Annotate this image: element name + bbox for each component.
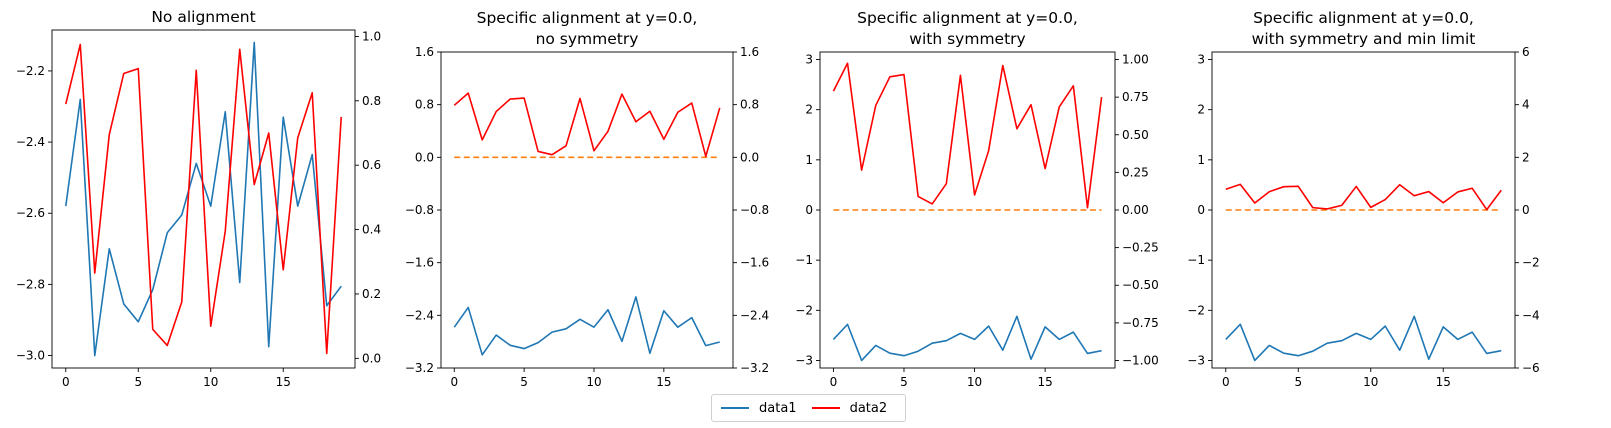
- x-tick-label: 5: [134, 375, 142, 389]
- right-y-tick-label: 0.50: [1122, 128, 1149, 142]
- right-y-tick-label: 1.00: [1122, 53, 1149, 67]
- x-tick-label: 0: [62, 375, 70, 389]
- left-y-tick-label: 1.6: [415, 45, 434, 59]
- legend-swatch-data1: [721, 407, 749, 409]
- left-y-tick-label: 0.0: [415, 150, 434, 164]
- x-tick-label: 5: [1294, 375, 1302, 389]
- right-y-tick-label: −0.75: [1122, 316, 1159, 330]
- legend: data1 data2: [711, 394, 906, 422]
- x-tick-label: 10: [203, 375, 218, 389]
- right-y-tick-label: 1.6: [740, 45, 759, 59]
- right-y-tick-label: 4: [1522, 98, 1530, 112]
- right-y-tick-label: −2.4: [740, 308, 769, 322]
- left-y-tick-label: −1.6: [405, 256, 434, 270]
- right-y-tick-label: 0: [1522, 203, 1530, 217]
- subplot-1: 0 5 10 15 −3.0 −2.8 −2.6 −2.4 −2.2 0.0 0.2 0.4 0.6 0.…: [16, 8, 381, 389]
- x-tick-label: 15: [1436, 375, 1451, 389]
- left-y-tick-label: 3: [805, 53, 813, 67]
- right-y-tick-label: 0.8: [740, 98, 759, 112]
- legend-entry-data1: data1: [721, 401, 797, 416]
- right-y-tick-label: −0.8: [740, 203, 769, 217]
- subplot-title-line: with symmetry and min limit: [1252, 30, 1476, 48]
- subplot-title-line: Specific alignment at y=0.0,: [477, 9, 698, 27]
- left-y-tick-label: −2: [1187, 303, 1205, 317]
- x-tick-label: 15: [276, 375, 291, 389]
- left-y-tick-label: −2: [795, 303, 813, 317]
- x-tick-label: 5: [520, 375, 528, 389]
- right-y-tick-label: 0.6: [362, 158, 381, 172]
- left-y-tick-label: −3: [795, 353, 813, 367]
- left-y-tick-label: 2: [1197, 103, 1205, 117]
- right-y-tick-label: −4: [1522, 308, 1540, 322]
- right-y-tick-label: −0.25: [1122, 241, 1159, 255]
- right-y-tick-label: 0.2: [362, 287, 381, 301]
- right-y-tick-label: 1.0: [362, 29, 381, 43]
- right-y-tick-label: −0.50: [1122, 278, 1159, 292]
- left-y-tick-label: −2.2: [16, 64, 45, 78]
- series-line-data1: [832, 315, 1102, 362]
- subplot-3: 0 5 10 15 −3 −2 −1 0 1 2 3 −1.00 −0.75 −0.50 −0.25 0.00…: [795, 9, 1158, 389]
- legend-swatch-data2: [811, 407, 840, 409]
- series-line-data2: [1225, 183, 1502, 211]
- subplot-title-line: Specific alignment at y=0.0,: [857, 9, 1078, 27]
- legend-entry-data2: data2: [811, 400, 888, 416]
- series-line-data1: [453, 296, 720, 356]
- x-tick-label: 10: [967, 375, 982, 389]
- right-y-tick-label: −1.6: [740, 256, 769, 270]
- x-tick-label: 15: [656, 375, 671, 389]
- series-line-data2: [453, 92, 721, 158]
- x-tick-label: 0: [1222, 375, 1230, 389]
- legend-label-data2: data2: [849, 400, 888, 416]
- right-y-tick-label: 0.00: [1122, 203, 1149, 217]
- left-y-tick-label: −2.4: [405, 308, 434, 322]
- left-y-tick-label: −3.2: [405, 361, 434, 375]
- left-y-tick-label: −3: [1187, 353, 1205, 367]
- axes-frame: [440, 51, 734, 369]
- right-y-tick-label: 0.0: [362, 351, 381, 365]
- x-tick-label: 5: [900, 375, 908, 389]
- x-tick-label: 0: [830, 375, 838, 389]
- x-tick-label: 10: [586, 375, 601, 389]
- left-y-tick-label: 0: [805, 203, 813, 217]
- left-y-tick-label: −1: [795, 253, 813, 267]
- right-y-tick-label: 0.4: [362, 223, 381, 237]
- right-y-tick-label: −6: [1522, 361, 1540, 375]
- left-y-tick-label: −0.8: [405, 203, 434, 217]
- subplot-2: 0 5 10 15 −3.2 −2.4 −1.6 −0.8 0.0 0.8 1.6 −3.2 −2.4 −…: [405, 9, 769, 389]
- x-tick-label: 15: [1037, 375, 1052, 389]
- series-line-data1: [1225, 315, 1502, 362]
- subplot-4: 0 5 10 15 −3 −2 −1 0 1 2 3 −6 −4 −2 0 2 4 6 Specific align…: [1187, 9, 1539, 389]
- right-y-tick-label: 0.25: [1122, 165, 1149, 179]
- right-y-tick-label: 2: [1522, 150, 1530, 164]
- left-y-tick-label: −3.0: [16, 349, 45, 363]
- right-y-tick-label: −1.00: [1122, 353, 1159, 367]
- x-tick-label: 0: [450, 375, 458, 389]
- subplot-title-line: with symmetry: [909, 30, 1025, 48]
- right-y-tick-label: 0.0: [740, 150, 759, 164]
- left-y-tick-label: −2.8: [16, 277, 45, 291]
- right-y-tick-label: −2: [1522, 256, 1540, 270]
- left-y-tick-label: 1: [805, 153, 813, 167]
- right-y-tick-label: 0.8: [362, 94, 381, 108]
- subplot-title-line: no symmetry: [536, 30, 639, 48]
- legend-label-data1: data1: [759, 400, 797, 416]
- subplot-title-line: Specific alignment at y=0.0,: [1253, 9, 1474, 27]
- left-y-tick-label: 3: [1197, 53, 1205, 67]
- left-y-tick-label: −2.4: [16, 135, 45, 149]
- left-y-tick-label: 0.8: [415, 98, 434, 112]
- right-y-tick-label: 6: [1522, 45, 1530, 59]
- left-y-tick-label: −2.6: [16, 206, 45, 220]
- right-y-tick-label: −3.2: [740, 361, 769, 375]
- left-y-tick-label: −1: [1187, 253, 1205, 267]
- left-y-tick-label: 0: [1197, 203, 1205, 217]
- series-line-data2: [64, 43, 343, 355]
- series-line-data2: [832, 62, 1103, 209]
- right-y-tick-label: 0.75: [1122, 90, 1149, 104]
- axes-frame: [51, 29, 356, 369]
- left-y-tick-label: 2: [805, 103, 813, 117]
- x-tick-label: 10: [1363, 375, 1378, 389]
- left-y-tick-label: 1: [1197, 153, 1205, 167]
- subplot-title: No alignment: [151, 8, 255, 26]
